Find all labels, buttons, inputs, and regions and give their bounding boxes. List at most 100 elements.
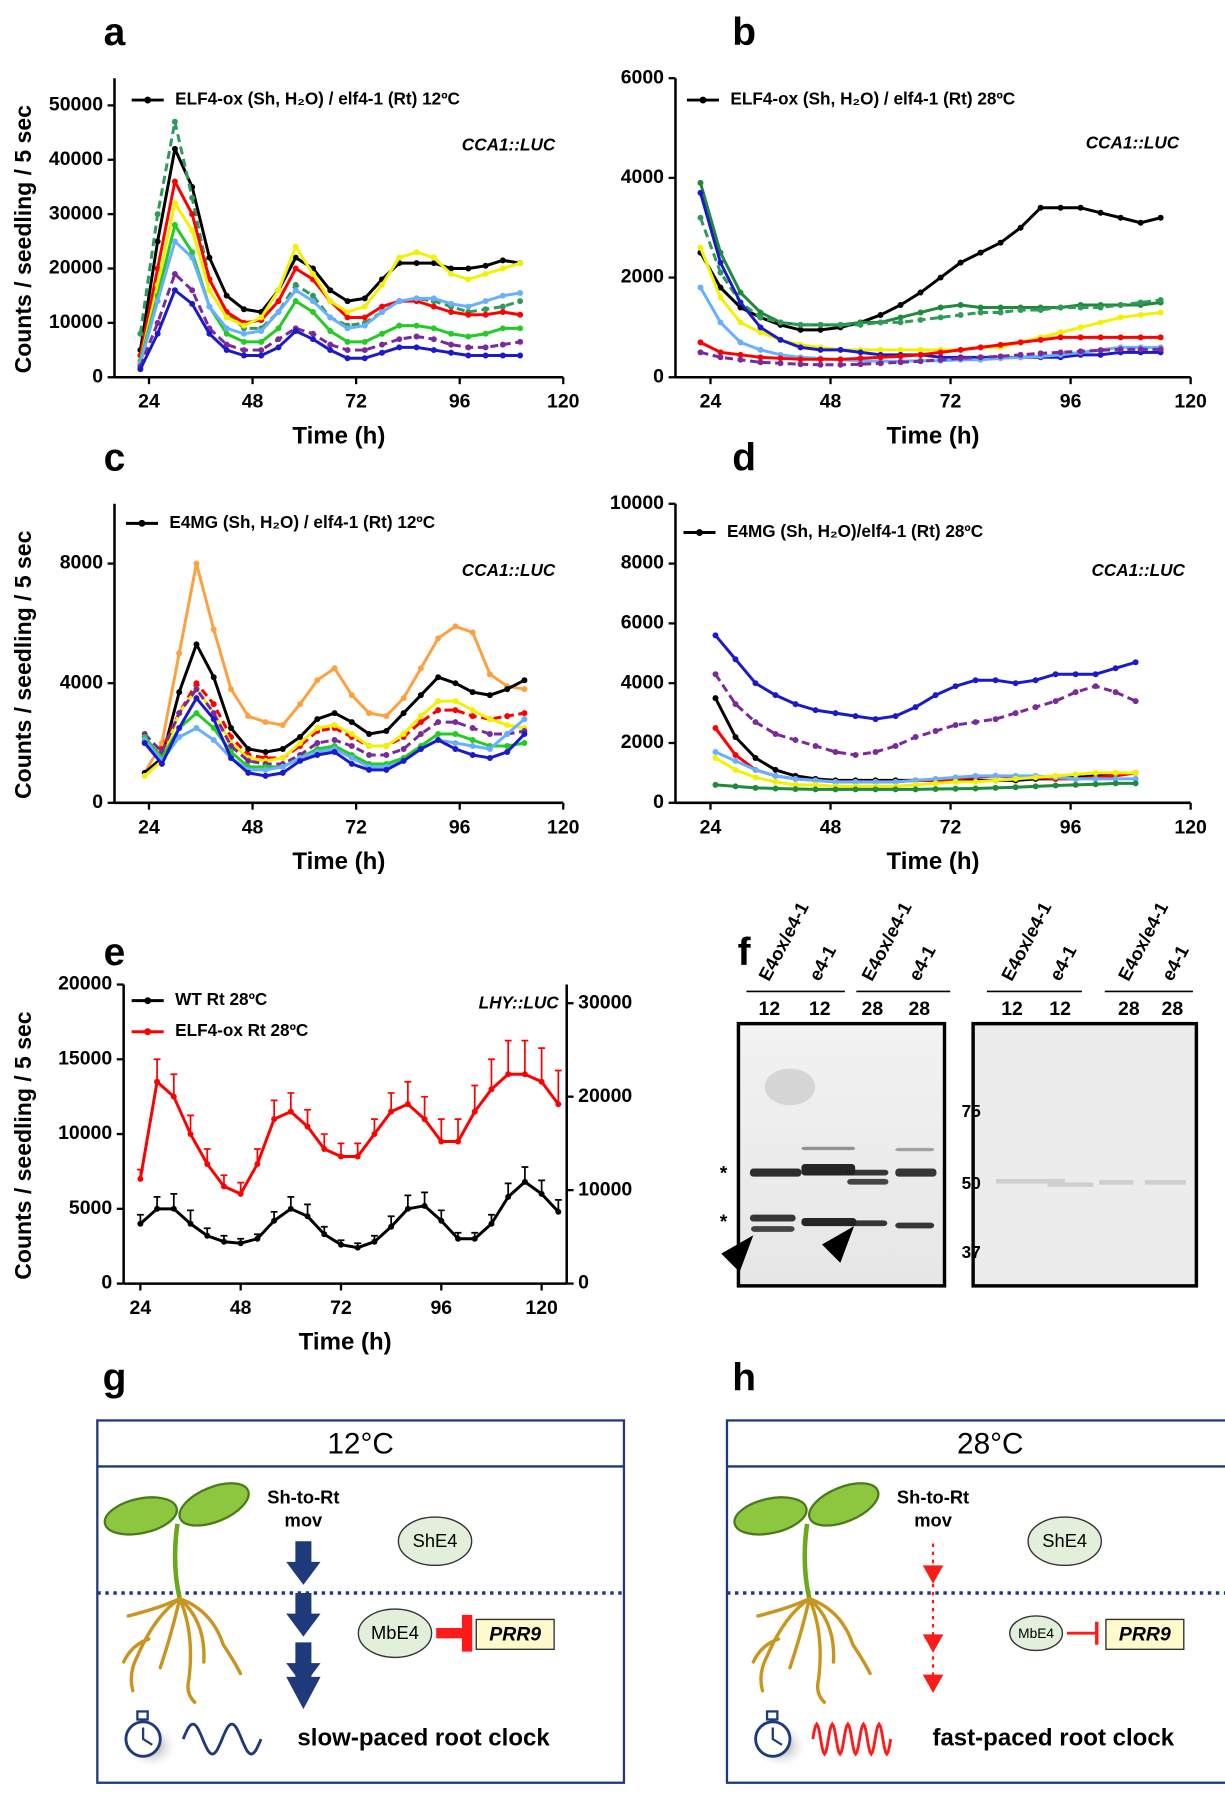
data-point xyxy=(957,301,964,308)
data-point xyxy=(777,336,784,343)
data-point xyxy=(245,713,252,720)
error-bar xyxy=(170,1073,178,1097)
x-tick-label: 120 xyxy=(1174,391,1207,413)
data-point xyxy=(1092,781,1099,788)
data-point xyxy=(897,359,904,366)
data-point xyxy=(1137,219,1144,226)
y-tick-label: 4000 xyxy=(621,166,664,188)
y-tick-label: 30000 xyxy=(49,202,103,224)
data-point xyxy=(977,344,984,351)
data-point xyxy=(912,777,919,784)
movement-label: Sh-to-Rt xyxy=(897,1486,969,1507)
band-asterisk: * xyxy=(720,1211,728,1233)
data-point xyxy=(892,786,899,793)
data-point xyxy=(435,698,442,705)
blot-band xyxy=(895,1147,935,1152)
data-point xyxy=(852,786,859,793)
data-point xyxy=(275,287,282,294)
data-point xyxy=(361,355,368,362)
series-line xyxy=(699,335,1161,361)
root xyxy=(788,1596,812,1670)
blot-band-faint xyxy=(1047,1182,1094,1187)
data-point xyxy=(297,701,304,708)
x-tick-label: 96 xyxy=(449,816,471,838)
data-point xyxy=(1132,698,1139,705)
data-point xyxy=(1037,306,1044,313)
data-point xyxy=(488,1220,495,1227)
data-point xyxy=(772,692,779,699)
data-point xyxy=(189,194,196,201)
x-tick-label: 24 xyxy=(130,1297,152,1319)
data-point xyxy=(737,356,744,363)
data-point xyxy=(361,322,368,329)
data-point xyxy=(1077,204,1084,211)
data-point xyxy=(388,1108,395,1115)
lane-temperature: 12 xyxy=(1001,998,1023,1020)
data-point xyxy=(141,740,148,746)
data-point xyxy=(1112,665,1119,672)
data-point xyxy=(193,641,200,648)
y-tick-label: 0 xyxy=(92,365,103,387)
data-point xyxy=(792,701,799,708)
data-point xyxy=(154,265,161,272)
data-point xyxy=(717,294,724,301)
y-tick-label: 15000 xyxy=(58,1047,112,1069)
data-point xyxy=(1077,334,1084,341)
data-point xyxy=(717,319,724,326)
data-point xyxy=(366,743,373,749)
data-point xyxy=(752,784,759,791)
data-point xyxy=(1117,334,1124,341)
data-point xyxy=(1092,775,1099,782)
data-point xyxy=(331,737,338,744)
x-tick-label: 24 xyxy=(700,391,722,413)
data-point xyxy=(275,336,282,343)
data-point xyxy=(1097,347,1104,354)
data-point xyxy=(400,695,407,702)
root-protein-label: MbE4 xyxy=(371,1622,419,1643)
data-point xyxy=(757,324,764,331)
root-protein-label: MbE4 xyxy=(1018,1626,1054,1641)
data-point xyxy=(697,179,704,186)
error-bar xyxy=(421,1095,429,1120)
data-point xyxy=(757,329,764,336)
data-point xyxy=(932,786,939,793)
data-point xyxy=(1037,336,1044,343)
data-point xyxy=(435,635,442,642)
data-point xyxy=(1052,782,1059,789)
data-point xyxy=(917,309,924,316)
data-point xyxy=(486,671,493,678)
data-point xyxy=(486,745,493,752)
data-point xyxy=(141,772,148,779)
y-tick-label: 40000 xyxy=(49,148,103,170)
x-tick-label: 96 xyxy=(449,391,471,413)
data-point xyxy=(448,330,455,337)
data-point xyxy=(421,1202,428,1209)
data-point xyxy=(452,731,459,738)
data-point xyxy=(1132,769,1139,776)
data-point xyxy=(812,786,819,793)
data-point xyxy=(555,1101,562,1108)
legend-label: E4MG (Sh, H₂O) / elf4-1 (Rt) 12ºC xyxy=(169,512,435,532)
data-point xyxy=(992,784,999,791)
data-point xyxy=(220,1238,227,1245)
error-bar xyxy=(554,1069,562,1105)
data-point xyxy=(331,722,338,729)
mw-marker: 75 xyxy=(962,1101,982,1121)
data-point xyxy=(435,674,442,681)
data-point xyxy=(737,319,744,326)
data-point xyxy=(171,238,178,245)
x-tick-label: 72 xyxy=(330,1297,352,1319)
data-point xyxy=(314,677,321,684)
data-point xyxy=(1097,334,1104,341)
data-point xyxy=(327,328,334,335)
data-point xyxy=(792,781,799,788)
data-point xyxy=(932,728,939,735)
data-point xyxy=(957,311,964,318)
y-tick-label: 4000 xyxy=(60,671,103,693)
data-point xyxy=(417,731,424,738)
data-point xyxy=(1017,306,1024,313)
data-point xyxy=(697,349,704,356)
data-point xyxy=(1052,698,1059,705)
data-point xyxy=(997,309,1004,316)
data-point xyxy=(1157,297,1164,303)
